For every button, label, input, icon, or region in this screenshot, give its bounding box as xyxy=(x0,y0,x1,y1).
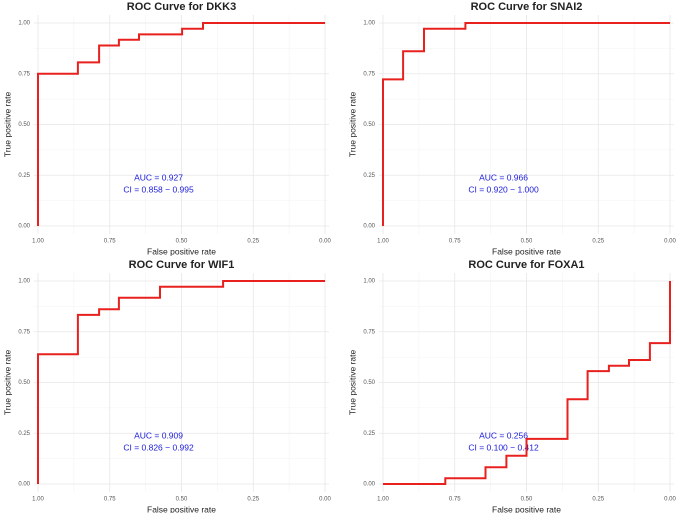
x-tick-label: 1.00 xyxy=(377,497,389,503)
x-tick-label: 0.25 xyxy=(247,497,259,503)
roc-curve xyxy=(383,281,671,485)
y-tick-label: 0.00 xyxy=(18,224,30,230)
y-axis-label: True positive rate xyxy=(347,350,357,416)
x-tick-label: 0.25 xyxy=(592,497,604,503)
x-tick-label: 0.75 xyxy=(104,239,116,245)
annotation: AUC = 0.966 xyxy=(479,172,528,182)
x-tick-label: 0.75 xyxy=(449,497,461,503)
chart-title: ROC Curve for FOXA1 xyxy=(468,259,584,271)
y-tick-label: 1.00 xyxy=(363,21,375,27)
y-tick-label: 1.00 xyxy=(18,21,30,27)
y-tick-label: 0.50 xyxy=(18,122,30,128)
y-tick-label: 0.75 xyxy=(18,329,30,335)
x-tick-label: 0.00 xyxy=(664,239,676,245)
chart-title: ROC Curve for DKK3 xyxy=(127,1,236,13)
y-tick-label: 0.75 xyxy=(363,71,375,77)
y-tick-label: 0.75 xyxy=(363,329,375,335)
y-tick-label: 0.75 xyxy=(18,71,30,77)
x-axis-label: False positive rate xyxy=(147,246,216,256)
x-axis-label: False positive rate xyxy=(492,504,561,513)
annotation: AUC = 0.256 xyxy=(479,430,528,440)
annotation: CI = 0.826 − 0.992 xyxy=(123,442,194,452)
x-axis-label: False positive rate xyxy=(147,504,216,513)
y-tick-label: 0.00 xyxy=(363,482,375,488)
y-tick-label: 0.25 xyxy=(18,173,30,179)
y-axis-label: True positive rate xyxy=(347,92,357,158)
x-tick-label: 0.50 xyxy=(521,497,533,503)
roc-curve xyxy=(37,280,325,484)
y-axis-label: True positive rate xyxy=(2,350,12,416)
x-tick-label: 0.75 xyxy=(449,239,461,245)
x-tick-label: 0.00 xyxy=(664,497,676,503)
x-tick-label: 0.25 xyxy=(247,239,259,245)
x-axis-label: False positive rate xyxy=(492,246,561,256)
x-tick-label: 1.00 xyxy=(32,497,44,503)
y-tick-label: 0.25 xyxy=(363,173,375,179)
x-tick-label: 1.00 xyxy=(32,239,44,245)
roc-curve xyxy=(382,22,670,226)
annotation: CI = 0.920 − 1.000 xyxy=(468,184,539,194)
chart-title: ROC Curve for WIF1 xyxy=(129,259,235,271)
y-axis-label: True positive rate xyxy=(2,92,12,158)
x-tick-label: 0.00 xyxy=(319,497,331,503)
y-tick-label: 0.50 xyxy=(18,380,30,386)
annotation: AUC = 0.909 xyxy=(134,430,183,440)
x-tick-label: 1.00 xyxy=(377,239,389,245)
y-tick-label: 1.00 xyxy=(18,279,30,285)
annotation: CI = 0.858 − 0.995 xyxy=(123,184,194,194)
y-tick-label: 0.00 xyxy=(18,482,30,488)
y-tick-label: 0.50 xyxy=(363,380,375,386)
y-tick-label: 1.00 xyxy=(363,279,375,285)
x-tick-label: 0.25 xyxy=(592,239,604,245)
roc-curve xyxy=(37,22,325,226)
x-tick-label: 0.50 xyxy=(176,497,188,503)
x-tick-label: 0.00 xyxy=(319,239,331,245)
y-tick-label: 0.25 xyxy=(18,431,30,437)
annotation: AUC = 0.927 xyxy=(134,172,183,182)
y-tick-label: 0.00 xyxy=(363,224,375,230)
x-tick-label: 0.50 xyxy=(176,239,188,245)
y-tick-label: 0.50 xyxy=(363,122,375,128)
annotation: CI = 0.100 − 0.412 xyxy=(468,442,539,452)
chart-title: ROC Curve for SNAI2 xyxy=(471,1,583,13)
y-tick-label: 0.25 xyxy=(363,431,375,437)
x-tick-label: 0.75 xyxy=(104,497,116,503)
x-tick-label: 0.50 xyxy=(521,239,533,245)
